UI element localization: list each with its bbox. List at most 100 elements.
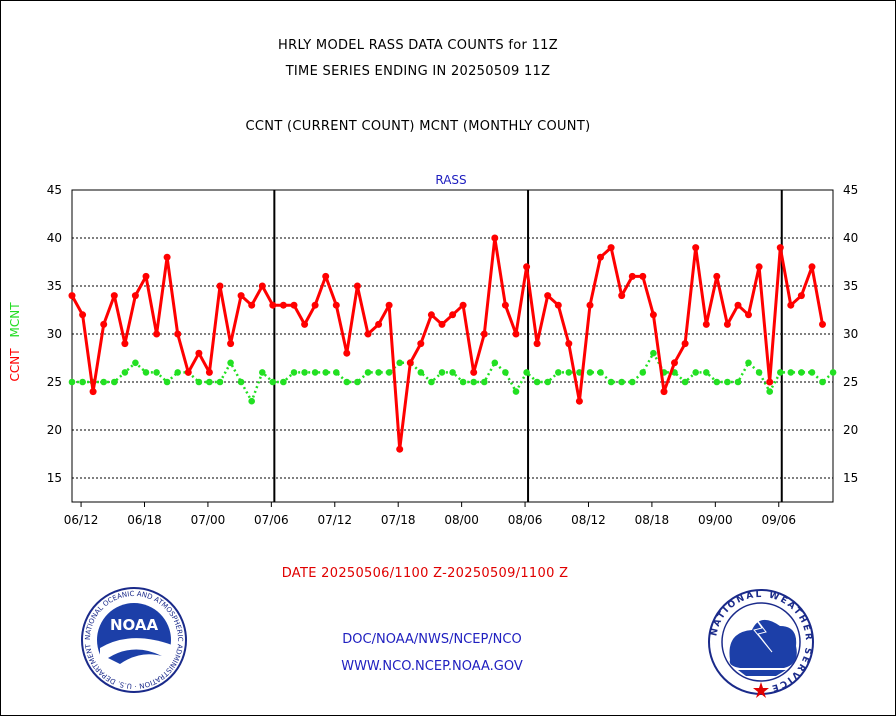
point-mcnt-69 xyxy=(798,369,805,376)
point-ccnt-32 xyxy=(406,359,414,367)
x-tick-label-0: 06/12 xyxy=(64,513,99,527)
point-mcnt-54 xyxy=(639,369,647,376)
point-mcnt-6 xyxy=(132,359,139,367)
point-mcnt-39 xyxy=(481,378,488,386)
point-mcnt-62 xyxy=(724,378,731,386)
point-ccnt-59 xyxy=(692,244,700,252)
point-ccnt-53 xyxy=(628,272,636,280)
point-mcnt-41 xyxy=(502,369,509,376)
point-ccnt-14 xyxy=(216,282,224,290)
point-mcnt-70 xyxy=(808,369,816,376)
org-path-link[interactable]: DOC/NOAA/NWS/NCEP/NCO xyxy=(342,632,522,647)
point-ccnt-58 xyxy=(681,340,689,348)
point-mcnt-59 xyxy=(692,369,699,376)
point-ccnt-9 xyxy=(163,253,171,261)
website-link[interactable]: WWW.NCO.NCEP.NOAA.GOV xyxy=(341,659,523,674)
point-mcnt-52 xyxy=(618,378,625,386)
point-ccnt-25 xyxy=(332,301,340,309)
y-tick-label-left-20: 20 xyxy=(47,423,62,437)
point-mcnt-28 xyxy=(364,369,372,376)
point-mcnt-23 xyxy=(311,369,319,376)
y-tick-label-left-45: 45 xyxy=(47,183,62,197)
point-ccnt-28 xyxy=(364,330,372,338)
point-mcnt-27 xyxy=(354,378,361,386)
point-mcnt-25 xyxy=(333,369,340,376)
point-ccnt-37 xyxy=(459,301,467,309)
point-ccnt-19 xyxy=(269,301,277,309)
point-ccnt-7 xyxy=(142,272,150,280)
point-mcnt-24 xyxy=(322,369,330,376)
y-tick-labels: 15 15 20 20 25 25 30 30 35 35 40 40 45 45 xyxy=(47,183,859,485)
nws-logo: NATIONAL WEATHER SERVICE xyxy=(708,589,814,698)
point-ccnt-5 xyxy=(121,340,129,348)
point-mcnt-30 xyxy=(385,369,393,376)
point-ccnt-21 xyxy=(290,301,298,309)
point-ccnt-50 xyxy=(597,253,604,261)
point-mcnt-44 xyxy=(533,378,541,386)
y-tick-label-right-15: 15 xyxy=(843,471,858,485)
point-ccnt-33 xyxy=(417,340,425,348)
point-mcnt-34 xyxy=(428,378,435,386)
y-tick-label-right-25: 25 xyxy=(843,375,858,389)
point-ccnt-1 xyxy=(79,311,87,319)
point-ccnt-51 xyxy=(607,244,615,252)
point-mcnt-18 xyxy=(259,369,266,376)
point-ccnt-16 xyxy=(237,292,245,300)
point-ccnt-17 xyxy=(248,301,256,309)
point-ccnt-45 xyxy=(544,292,552,300)
day-separators xyxy=(273,190,783,502)
point-mcnt-61 xyxy=(713,378,721,386)
y-axis-label-mcnt: MCNT xyxy=(8,302,22,338)
point-ccnt-68 xyxy=(787,301,795,309)
point-ccnt-3 xyxy=(100,320,108,328)
point-mcnt-71 xyxy=(819,378,826,386)
point-ccnt-24 xyxy=(322,272,330,280)
point-ccnt-71 xyxy=(819,320,826,328)
point-ccnt-0 xyxy=(68,292,76,300)
point-mcnt-7 xyxy=(142,369,150,376)
point-ccnt-65 xyxy=(755,263,763,271)
point-ccnt-66 xyxy=(766,378,774,386)
point-ccnt-23 xyxy=(311,301,319,309)
point-mcnt-15 xyxy=(227,359,234,367)
point-ccnt-55 xyxy=(649,311,657,319)
point-mcnt-58 xyxy=(681,378,689,386)
header-line-2: TIME SERIES ENDING IN 20250509 11Z xyxy=(285,64,551,79)
point-ccnt-61 xyxy=(713,272,721,280)
point-ccnt-10 xyxy=(174,330,182,338)
point-mcnt-72 xyxy=(829,369,837,376)
star-icon xyxy=(753,682,769,698)
point-mcnt-63 xyxy=(734,378,742,386)
point-mcnt-42 xyxy=(512,388,520,395)
x-tick-label-10: 09/00 xyxy=(698,513,733,527)
point-mcnt-50 xyxy=(597,369,604,376)
point-mcnt-38 xyxy=(470,378,478,386)
point-mcnt-9 xyxy=(163,378,171,386)
point-ccnt-70 xyxy=(808,263,816,271)
point-ccnt-54 xyxy=(639,272,647,280)
point-mcnt-19 xyxy=(269,378,277,386)
point-mcnt-26 xyxy=(343,378,351,386)
point-mcnt-64 xyxy=(745,359,752,367)
y-tick-label-left-35: 35 xyxy=(47,279,62,293)
point-mcnt-65 xyxy=(755,369,763,376)
point-ccnt-34 xyxy=(427,311,435,319)
point-ccnt-44 xyxy=(533,340,541,348)
point-ccnt-27 xyxy=(353,282,361,290)
point-mcnt-45 xyxy=(544,378,551,386)
point-ccnt-46 xyxy=(554,301,562,309)
point-ccnt-41 xyxy=(501,301,509,309)
date-range: DATE 20250506/1100 Z-20250509/1100 Z xyxy=(281,566,569,581)
x-tick-label-9: 08/18 xyxy=(635,513,670,527)
y-tick-label-left-30: 30 xyxy=(47,327,62,341)
point-mcnt-33 xyxy=(417,369,425,376)
point-ccnt-29 xyxy=(375,320,383,328)
point-ccnt-4 xyxy=(110,292,118,300)
point-mcnt-43 xyxy=(523,369,530,376)
point-ccnt-57 xyxy=(671,359,678,367)
point-mcnt-3 xyxy=(100,378,107,386)
point-ccnt-36 xyxy=(449,311,457,319)
point-ccnt-12 xyxy=(195,349,203,357)
y-axis-label-ccnt: CCNT xyxy=(8,348,22,382)
point-mcnt-12 xyxy=(195,378,203,386)
